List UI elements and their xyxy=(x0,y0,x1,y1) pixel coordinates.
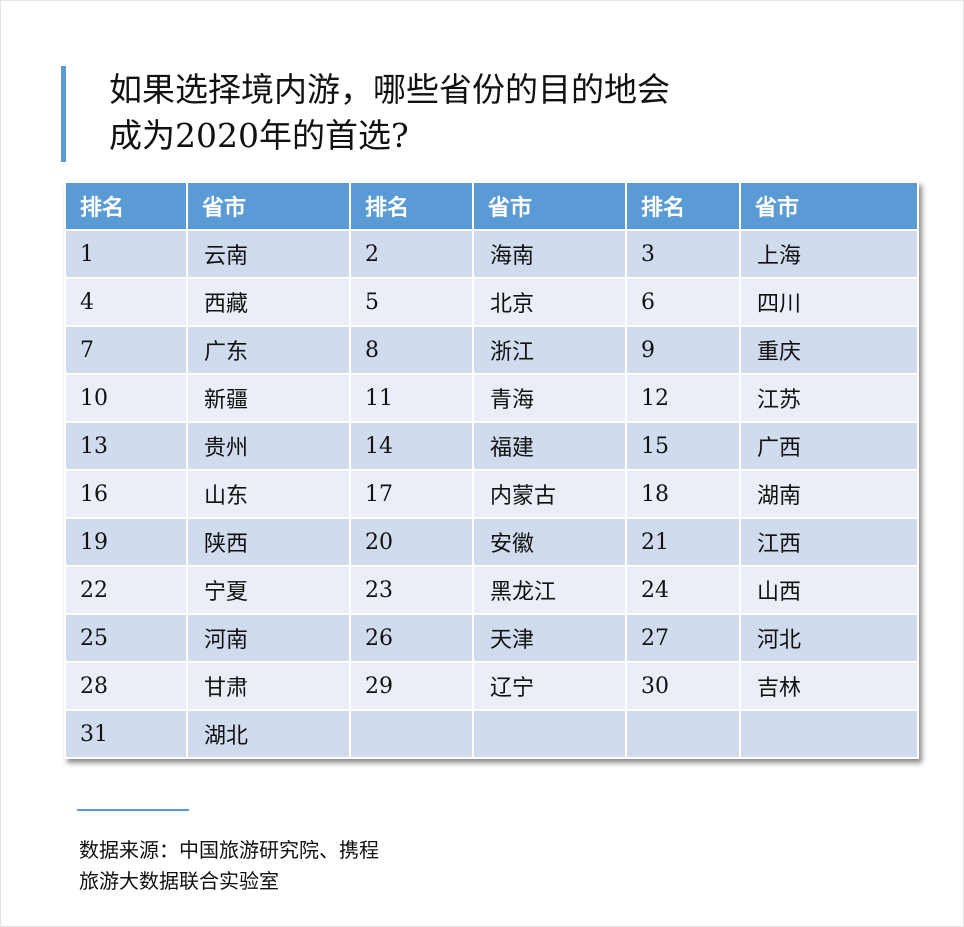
rank-cell: 11 xyxy=(349,373,474,423)
rank-cell: 26 xyxy=(349,613,474,663)
title-line-1: 如果选择境内游，哪些省份的目的地会 xyxy=(109,70,670,109)
province-cell: 广西 xyxy=(739,421,919,471)
rank-cell: 30 xyxy=(625,661,741,711)
province-cell: 湖北 xyxy=(186,709,351,759)
province-cell: 北京 xyxy=(472,277,627,327)
province-cell: 安徽 xyxy=(472,517,627,567)
table-row: 10 新疆 11 青海 12 江苏 xyxy=(64,373,919,423)
province-cell: 吉林 xyxy=(739,661,919,711)
header-rank: 排名 xyxy=(625,181,741,231)
province-cell xyxy=(472,709,627,759)
page-title: 如果选择境内游，哪些省份的目的地会 成为2020年的首选? xyxy=(109,67,670,159)
province-cell: 海南 xyxy=(472,229,627,279)
province-cell: 湖南 xyxy=(739,469,919,519)
rank-cell: 31 xyxy=(64,709,188,759)
province-cell: 山东 xyxy=(186,469,351,519)
table-row: 1 云南 2 海南 3 上海 xyxy=(64,229,919,279)
rank-cell: 29 xyxy=(349,661,474,711)
rank-cell xyxy=(625,709,741,759)
divider xyxy=(77,809,189,811)
province-cell: 上海 xyxy=(739,229,919,279)
rank-cell: 25 xyxy=(64,613,188,663)
header-rank: 排名 xyxy=(349,181,474,231)
rank-cell: 19 xyxy=(64,517,188,567)
table-row: 4 西藏 5 北京 6 四川 xyxy=(64,277,919,327)
table-row: 31 湖北 xyxy=(64,709,919,759)
source-line-2: 旅游大数据联合实验室 xyxy=(79,869,279,893)
rank-cell: 8 xyxy=(349,325,474,375)
province-cell: 山西 xyxy=(739,565,919,615)
rank-cell: 20 xyxy=(349,517,474,567)
header-province: 省市 xyxy=(186,181,351,231)
rank-cell: 23 xyxy=(349,565,474,615)
rank-cell: 14 xyxy=(349,421,474,471)
province-cell: 浙江 xyxy=(472,325,627,375)
rank-cell: 6 xyxy=(625,277,741,327)
province-cell: 甘肃 xyxy=(186,661,351,711)
table-row: 7 广东 8 浙江 9 重庆 xyxy=(64,325,919,375)
province-cell: 江西 xyxy=(739,517,919,567)
rank-cell: 2 xyxy=(349,229,474,279)
rank-cell: 16 xyxy=(64,469,188,519)
title-line-2: 成为2020年的首选? xyxy=(109,116,409,155)
province-cell: 贵州 xyxy=(186,421,351,471)
province-cell: 四川 xyxy=(739,277,919,327)
province-cell: 河南 xyxy=(186,613,351,663)
rank-cell: 18 xyxy=(625,469,741,519)
province-cell: 江苏 xyxy=(739,373,919,423)
rank-cell: 22 xyxy=(64,565,188,615)
province-cell: 辽宁 xyxy=(472,661,627,711)
table-row: 13 贵州 14 福建 15 广西 xyxy=(64,421,919,471)
rank-cell: 4 xyxy=(64,277,188,327)
rank-cell: 9 xyxy=(625,325,741,375)
rank-cell: 10 xyxy=(64,373,188,423)
rank-cell: 17 xyxy=(349,469,474,519)
province-cell: 陕西 xyxy=(186,517,351,567)
source-line-1: 数据来源：中国旅游研究院、携程 xyxy=(79,838,379,862)
rank-cell xyxy=(349,709,474,759)
header-province: 省市 xyxy=(739,181,919,231)
province-cell: 广东 xyxy=(186,325,351,375)
table-row: 25 河南 26 天津 27 河北 xyxy=(64,613,919,663)
rank-cell: 3 xyxy=(625,229,741,279)
province-cell: 青海 xyxy=(472,373,627,423)
table-row: 22 宁夏 23 黑龙江 24 山西 xyxy=(64,565,919,615)
province-cell: 宁夏 xyxy=(186,565,351,615)
province-cell: 黑龙江 xyxy=(472,565,627,615)
table-row: 19 陕西 20 安徽 21 江西 xyxy=(64,517,919,567)
title-accent-bar xyxy=(61,66,66,162)
rank-cell: 7 xyxy=(64,325,188,375)
rank-cell: 21 xyxy=(625,517,741,567)
province-cell: 西藏 xyxy=(186,277,351,327)
header-province: 省市 xyxy=(472,181,627,231)
rank-cell: 27 xyxy=(625,613,741,663)
rank-cell: 15 xyxy=(625,421,741,471)
rank-cell: 1 xyxy=(64,229,188,279)
table-header-row: 排名 省市 排名 省市 排名 省市 xyxy=(64,181,919,231)
province-cell: 内蒙古 xyxy=(472,469,627,519)
table-row: 28 甘肃 29 辽宁 30 吉林 xyxy=(64,661,919,711)
province-cell: 云南 xyxy=(186,229,351,279)
table-row: 16 山东 17 内蒙古 18 湖南 xyxy=(64,469,919,519)
province-cell: 天津 xyxy=(472,613,627,663)
rank-cell: 12 xyxy=(625,373,741,423)
rank-cell: 5 xyxy=(349,277,474,327)
province-cell xyxy=(739,709,919,759)
province-cell: 福建 xyxy=(472,421,627,471)
source-note: 数据来源：中国旅游研究院、携程 旅游大数据联合实验室 xyxy=(79,835,439,897)
province-cell: 重庆 xyxy=(739,325,919,375)
rank-cell: 28 xyxy=(64,661,188,711)
header-rank: 排名 xyxy=(64,181,188,231)
rank-cell: 13 xyxy=(64,421,188,471)
ranking-table: 排名 省市 排名 省市 排名 省市 1 云南 2 海南 3 上海 4 西藏 5 北京 6 四川 7 广东 8 浙江 9 重庆… xyxy=(64,181,919,759)
province-cell: 新疆 xyxy=(186,373,351,423)
province-cell: 河北 xyxy=(739,613,919,663)
rank-cell: 24 xyxy=(625,565,741,615)
